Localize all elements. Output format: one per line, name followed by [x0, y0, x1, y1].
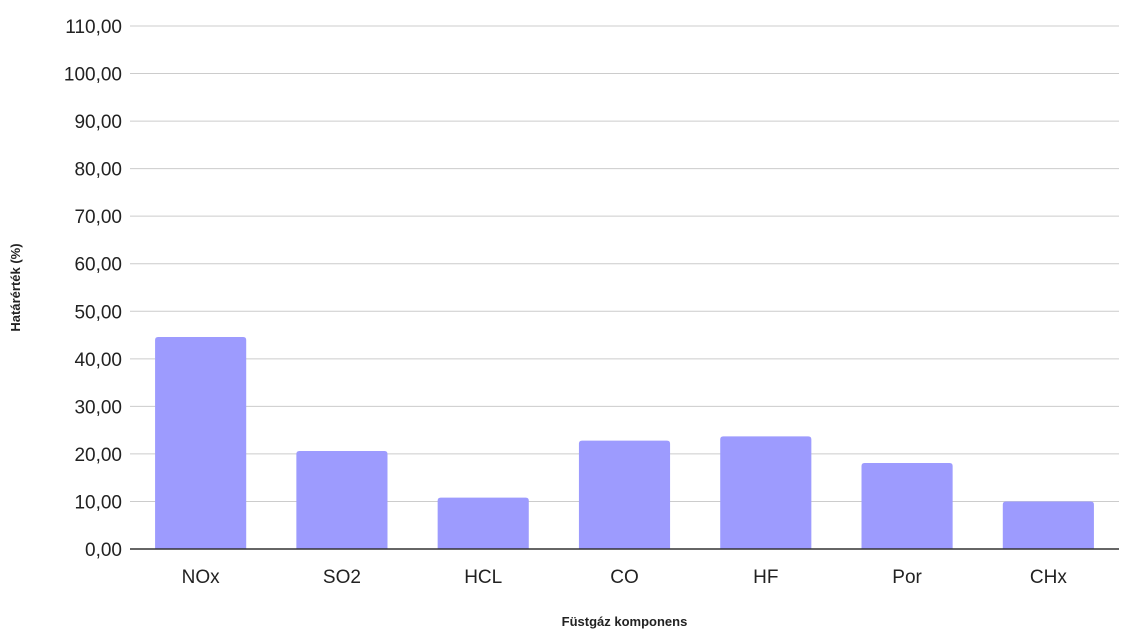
- y-tick-label: 40,00: [74, 350, 122, 371]
- y-tick-label: 90,00: [74, 112, 122, 133]
- y-tick-label: 30,00: [74, 397, 122, 418]
- y-tick-label: 60,00: [74, 255, 122, 276]
- x-tick-label-nox: NOx: [182, 567, 221, 588]
- bar-por: [861, 462, 953, 549]
- x-tick-label-por: Por: [892, 567, 922, 588]
- gridlines: [130, 25, 1119, 502]
- bar-nox: [155, 336, 247, 549]
- x-axis-ticks: NOx SO2 HCL CO HF Por CHx: [182, 567, 1068, 588]
- bar-so2: [296, 451, 388, 549]
- y-tick-label: 110,00: [65, 17, 122, 38]
- y-axis-title: Határérték (%): [8, 243, 23, 331]
- y-axis-ticks: 0,00 10,00 20,00 30,00 40,00 50,00 60,00 70,00 8…: [64, 17, 122, 561]
- x-tick-label-hf: HF: [753, 567, 778, 588]
- y-tick-label: 0,00: [85, 540, 122, 561]
- bar-hf: [720, 436, 812, 549]
- y-tick-label: 70,00: [74, 207, 122, 228]
- y-tick-label: 50,00: [74, 302, 122, 323]
- y-tick-label: 100,00: [64, 65, 122, 86]
- bar-co: [578, 440, 671, 549]
- x-tick-label-so2: SO2: [323, 567, 361, 588]
- bar-chx: [1002, 501, 1094, 549]
- y-tick-label: 10,00: [74, 492, 122, 513]
- x-axis-title: Füstgáz komponens: [562, 614, 688, 629]
- x-tick-label-co: CO: [610, 567, 639, 588]
- bars: [155, 336, 1094, 549]
- bar-hcl: [437, 497, 529, 549]
- y-tick-label: 80,00: [74, 160, 122, 181]
- y-tick-label: 20,00: [74, 445, 122, 466]
- x-tick-label-chx: CHx: [1030, 567, 1067, 588]
- x-tick-label-hcl: HCL: [464, 567, 502, 588]
